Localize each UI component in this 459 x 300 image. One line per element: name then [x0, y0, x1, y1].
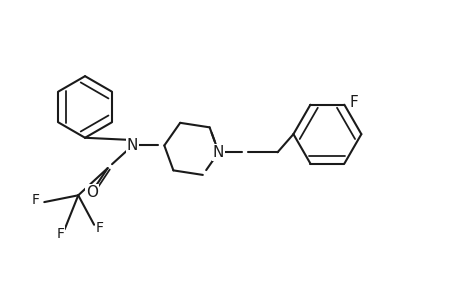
Text: N: N [213, 145, 224, 160]
Text: F: F [32, 193, 40, 207]
Text: O: O [86, 184, 98, 200]
Text: N: N [127, 138, 138, 153]
Text: F: F [56, 227, 64, 241]
Text: F: F [349, 95, 358, 110]
Text: F: F [95, 221, 103, 236]
